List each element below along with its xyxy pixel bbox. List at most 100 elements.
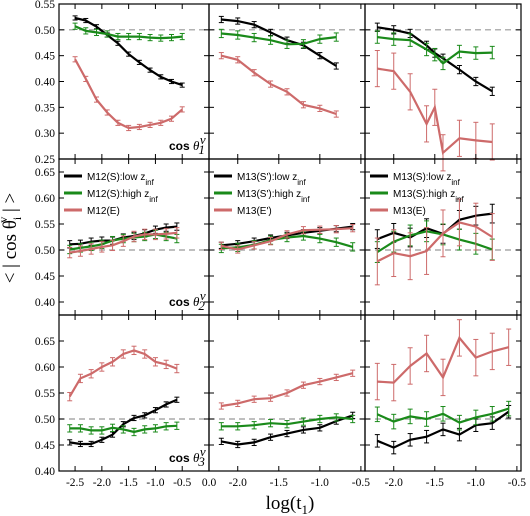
error-bar — [440, 134, 446, 172]
series-line — [376, 230, 493, 254]
error-bar — [131, 345, 137, 356]
error-bar — [104, 30, 110, 38]
error-bar — [440, 358, 446, 397]
error-bar — [99, 362, 105, 372]
error-bar — [300, 101, 306, 109]
error-bar — [147, 33, 153, 42]
panel-r2-c1: M12(S):low zinf M12(S):high zinf M12(E) cos… — [58, 158, 210, 316]
error-bar — [268, 394, 274, 402]
y-tick-label: 0.50 — [35, 245, 55, 257]
error-bar — [489, 332, 495, 371]
error-bar — [456, 319, 462, 357]
series-pink — [72, 56, 185, 132]
x-tick-label: -2.0 — [93, 477, 111, 489]
error-bar — [432, 88, 438, 126]
series-green — [374, 400, 512, 431]
x-tick-label: -1.0 — [311, 477, 329, 489]
error-bar — [77, 245, 83, 257]
series-line — [221, 32, 337, 46]
error-bar — [300, 417, 306, 426]
error-bar — [218, 15, 224, 24]
panel-r3-c3 — [364, 314, 522, 472]
error-bar — [300, 226, 306, 235]
error-bar — [131, 230, 137, 243]
error-bar — [174, 363, 180, 374]
error-bar — [72, 15, 78, 21]
error-bar — [440, 209, 446, 258]
error-bar — [473, 409, 479, 426]
error-bar — [489, 86, 495, 96]
error-bar — [440, 406, 446, 422]
y-tick-label: 0.25 — [35, 154, 55, 166]
error-bar — [391, 413, 397, 430]
series-line — [376, 212, 493, 241]
error-bar — [251, 395, 257, 403]
error-bar — [424, 411, 430, 427]
error-bar — [152, 228, 158, 241]
error-bar — [350, 224, 356, 233]
series-pink — [374, 198, 495, 286]
error-bar — [317, 233, 323, 244]
error-bar — [77, 424, 83, 433]
y-tick-label: 0.35 — [35, 102, 55, 114]
error-bar — [235, 422, 241, 431]
error-bar — [424, 334, 430, 373]
error-bar — [110, 239, 116, 252]
error-bar — [317, 424, 323, 432]
legend-entry: M13(S):high zinf — [393, 189, 464, 204]
error-bar — [142, 412, 148, 419]
series-green — [218, 28, 339, 49]
error-bar — [218, 422, 224, 431]
error-bar — [333, 225, 339, 234]
error-bar — [235, 17, 241, 25]
panel-r3-c1: cos θ3v — [58, 314, 210, 472]
row-label: cos θ3v — [169, 444, 206, 469]
error-bar — [88, 369, 94, 379]
legend-entry: M13(E) — [393, 206, 426, 217]
series-black — [218, 411, 356, 449]
error-bar — [333, 237, 339, 247]
error-bar — [88, 440, 94, 448]
series-pink — [218, 52, 339, 118]
error-bar — [473, 76, 479, 87]
series-line — [221, 54, 337, 116]
legend: M13(S'):low zinf M13(S'):high zinf M13(E') — [214, 172, 310, 217]
error-bar — [333, 110, 339, 118]
error-bar — [99, 241, 105, 253]
error-bar — [489, 123, 495, 161]
y-tick-label: 0.40 — [35, 466, 55, 478]
error-bar — [126, 51, 132, 57]
series-black — [67, 396, 180, 448]
error-bar — [407, 33, 413, 47]
error-bar — [218, 437, 224, 445]
error-bar — [489, 45, 495, 60]
error-bar — [158, 34, 164, 42]
error-bar — [163, 228, 169, 240]
error-bar — [120, 235, 126, 247]
error-bar — [489, 406, 495, 422]
error-bar — [391, 52, 397, 90]
error-bar — [235, 399, 241, 408]
series-line — [376, 221, 493, 263]
error-bar — [147, 121, 153, 128]
error-bar — [152, 357, 158, 367]
error-bar — [391, 363, 397, 402]
error-bar — [67, 424, 73, 433]
y-tick-label: 0.45 — [35, 271, 55, 283]
error-bar — [163, 359, 169, 370]
error-bar — [251, 69, 257, 77]
error-bar — [218, 402, 224, 410]
error-bar — [317, 104, 323, 112]
error-bar — [72, 22, 78, 30]
error-bar — [456, 119, 462, 157]
error-bar — [142, 349, 148, 359]
legend-entry: M13(S):low zinf — [393, 172, 461, 187]
error-bar — [391, 229, 397, 278]
y-tick-label: 0.40 — [35, 77, 55, 89]
error-bar — [374, 362, 380, 401]
y-tick-label: 0.50 — [35, 414, 55, 426]
error-bar — [94, 24, 99, 30]
error-bar — [126, 32, 132, 41]
